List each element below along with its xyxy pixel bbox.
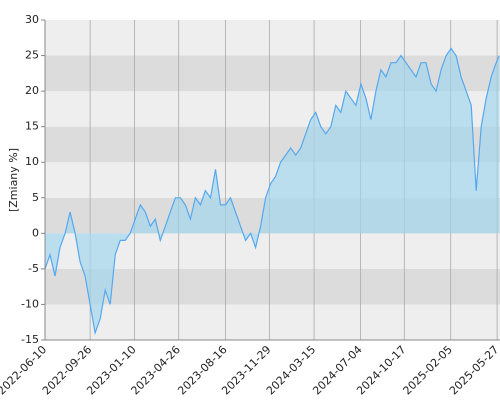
line xyxy=(44,47,500,336)
y-tick-label: 30 xyxy=(25,13,39,26)
band xyxy=(45,268,500,305)
y-tick-label: 20 xyxy=(25,84,39,97)
band xyxy=(45,20,500,56)
area xyxy=(45,48,500,333)
y-tick-label: 5 xyxy=(32,191,39,204)
y-tick-label: 15 xyxy=(25,120,39,133)
band xyxy=(45,304,500,340)
y-tick-label: -5 xyxy=(28,262,39,275)
y-axis-label: [Zmiany %] xyxy=(7,148,20,212)
y-tick-label: 25 xyxy=(25,49,39,62)
y-tick-label: -15 xyxy=(21,333,39,346)
y-tick-label: 10 xyxy=(25,155,39,168)
y-tick-label: -10 xyxy=(21,297,39,310)
x-tick-label: 2025-05-27 xyxy=(447,343,500,397)
y-tick-label: 0 xyxy=(32,226,39,239)
